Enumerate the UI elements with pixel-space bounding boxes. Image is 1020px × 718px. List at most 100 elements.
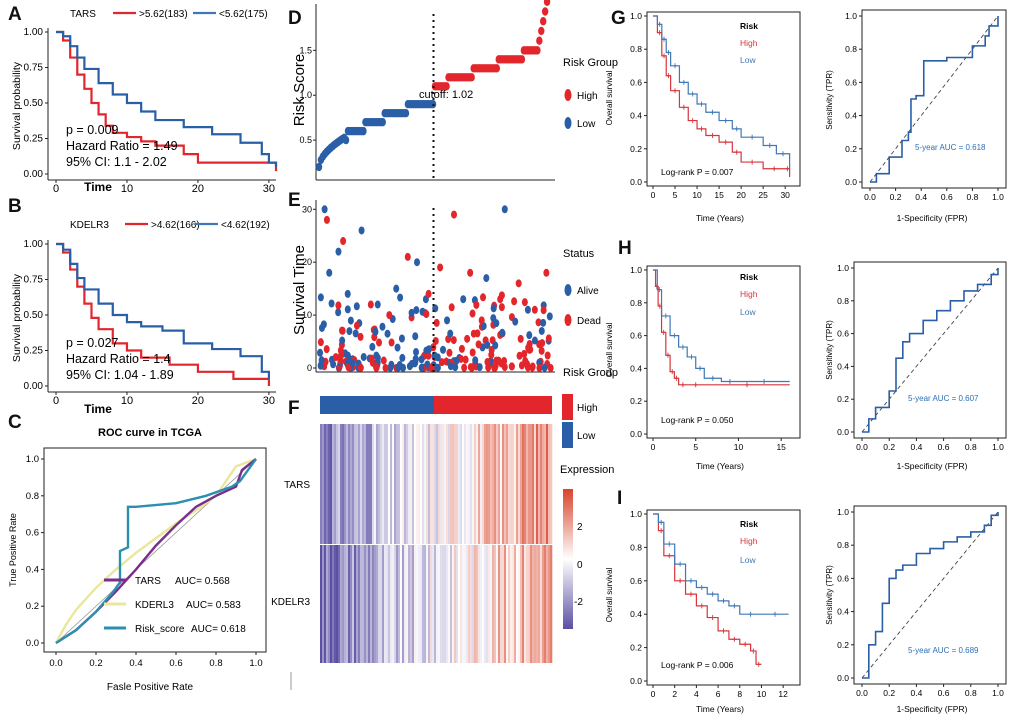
roc-i-plot-ytick-label: 1.0 [837,507,849,517]
heatmap-cell-kdelr3 [456,545,459,663]
surv-e-point-dead [461,363,468,372]
roc-h-plot-diagonal [861,267,999,433]
surv-e-point-dead [357,332,364,341]
km-i-plot-xtick-label: 10 [757,689,767,699]
surv-e-point-dead [462,355,469,364]
km-b-ytick-label: 0.75 [24,275,44,286]
surv-e-point-alive [398,334,405,343]
km-g-plot-censor-mark [723,118,728,124]
roc-g-xlabel: 1-Specificity (FPR) [897,213,968,223]
surv-e-ytick-label: 20 [302,257,312,267]
surv-e-legend-alive: Alive [577,286,599,297]
surv-e-point-alive [339,336,346,345]
km-b-ytick-label: 0.00 [24,381,44,392]
roc-g-plot: 0.0 0.0 0.2 0.2 0.4 0.4 0.6 0.6 0.8 0.8 1.0 1.0 [845,9,1007,202]
panel-label-b: B [8,196,22,217]
surv-e-point-alive [317,293,324,302]
km-a-curve-low [56,30,278,167]
heatmap-cell-tars [542,424,545,544]
roc-h-plot-xtick-label: 0.0 [856,442,868,452]
km-h-risk-low: Low [740,307,756,317]
risk-d-legend-high-swatch [564,89,572,101]
heatmap-cell-kdelr3 [484,545,487,663]
heatmap-cell-kdelr3 [342,545,345,663]
heatmap-cell-tars [418,424,421,544]
km-g-plot-ytick-label: 0.0 [630,177,642,187]
heatmap-cell-kdelr3 [470,545,473,663]
heatmap-cell-kdelr3 [458,545,461,663]
surv-e-point-dead [335,301,342,310]
surv-e-point-alive [414,258,421,267]
roc-g-plot-ytick-label: 0.6 [845,77,857,87]
surv-e-point-alive [352,329,359,338]
surv-e-point-alive [490,304,497,313]
heatmap-cell-kdelr3 [404,545,407,663]
heatmap-cell-kdelr3 [420,545,423,663]
km-a-xtick-label: 0 [53,183,59,195]
km-h-xlabel: Time (Years) [696,461,744,471]
surv-e-point-alive [353,302,360,311]
heatmap-cell-tars [338,424,341,544]
km-g-plot-censor-mark [681,104,686,110]
km-a-xtick-label: 20 [192,183,204,195]
km-g-plot-ytick-label: 0.8 [630,44,642,54]
surv-e-point-dead [438,358,445,367]
roc-i-plot-xtick-label: 0.8 [965,688,977,698]
surv-e-point-dead [501,363,508,372]
heatmap-cell-tars [322,424,325,544]
heatmap-cell-tars [400,424,403,544]
heatmap-cell-kdelr3 [482,545,485,663]
heatmap-cell-kdelr3 [454,545,457,663]
roc-c-ytick-label: 0.0 [26,638,39,649]
heatmap-cell-tars [536,424,539,544]
risk-d-point-high [468,73,475,82]
km-h-plot-censor-mark [689,354,694,360]
roc-c-xlabel: Fasle Positive Rate [107,682,194,693]
heatmap-cell-tars [384,424,387,544]
km-g-plot-censor-mark [690,91,695,97]
km-i-plot-frame [646,509,801,686]
heatmap-cell-kdelr3 [500,545,503,663]
heatmap-cell-tars [360,424,363,544]
km-i-plot-xtick-label: 2 [672,689,677,699]
surv-e-point-dead [323,345,330,354]
heatmap-cell-kdelr3 [492,545,495,663]
heatmap-cell-tars [330,424,333,544]
km-i-plot-censor-mark [699,584,704,590]
heatmap-cell-kdelr3 [462,545,465,663]
km-a-pvalue: p = 0.009 [66,123,119,137]
panel-a: A TARS >5.62(183) <5.62(175) 0 10 20 30 0.00… [8,4,278,195]
roc-c-xtick-label: 0.4 [129,658,142,669]
heatmap-cell-tars [478,424,481,544]
roc-c-legend-risk-auc: AUC= 0.618 [191,624,246,635]
km-g-plot-xtick-label: 0 [651,190,656,200]
heatmap-cell-kdelr3 [324,545,327,663]
heatmap-cell-tars [472,424,475,544]
heatmap-cell-tars [404,424,407,544]
surv-e-point-alive [546,312,553,321]
heatmap-cell-tars [502,424,505,544]
heatmap-cell-tars [396,424,399,544]
surv-e-point-alive [425,345,432,354]
heatmap-cell-kdelr3 [442,545,445,663]
heatmap-cell-kdelr3 [346,545,349,663]
roc-c-legend-kderl3-name: KDERL3 [135,600,174,611]
km-i-plot-ytick-label: 0.8 [630,542,642,552]
roc-g-plot-ytick-label: 0.8 [845,44,857,54]
km-i-plot: 0 2 4 6 8 10 12 0.0 0.2 0.4 0.6 0.8 1.0 [630,509,801,699]
heatmap-cell-tars [476,424,479,544]
roc-c-legend-risk-name: Risk_score [135,624,185,635]
heatmap-cell-tars [484,424,487,544]
km-g-ylabel: Overall survival [605,70,614,125]
surv-e-point-dead [467,363,474,372]
km-h-plot-censor-mark [698,365,702,371]
risk-d-point-low [342,135,350,145]
heatmap-cell-tars [390,424,393,544]
risk-d-point-low [315,162,323,172]
heatmap-cell-tars [506,424,509,544]
heatmap-cell-tars [398,424,401,544]
km-i-plot-censor-mark [688,591,693,597]
km-a-ylabel: Survival probability [11,61,23,150]
heatmap-cell-tars [528,424,531,544]
surv-e-legend-title: Status [563,248,595,260]
